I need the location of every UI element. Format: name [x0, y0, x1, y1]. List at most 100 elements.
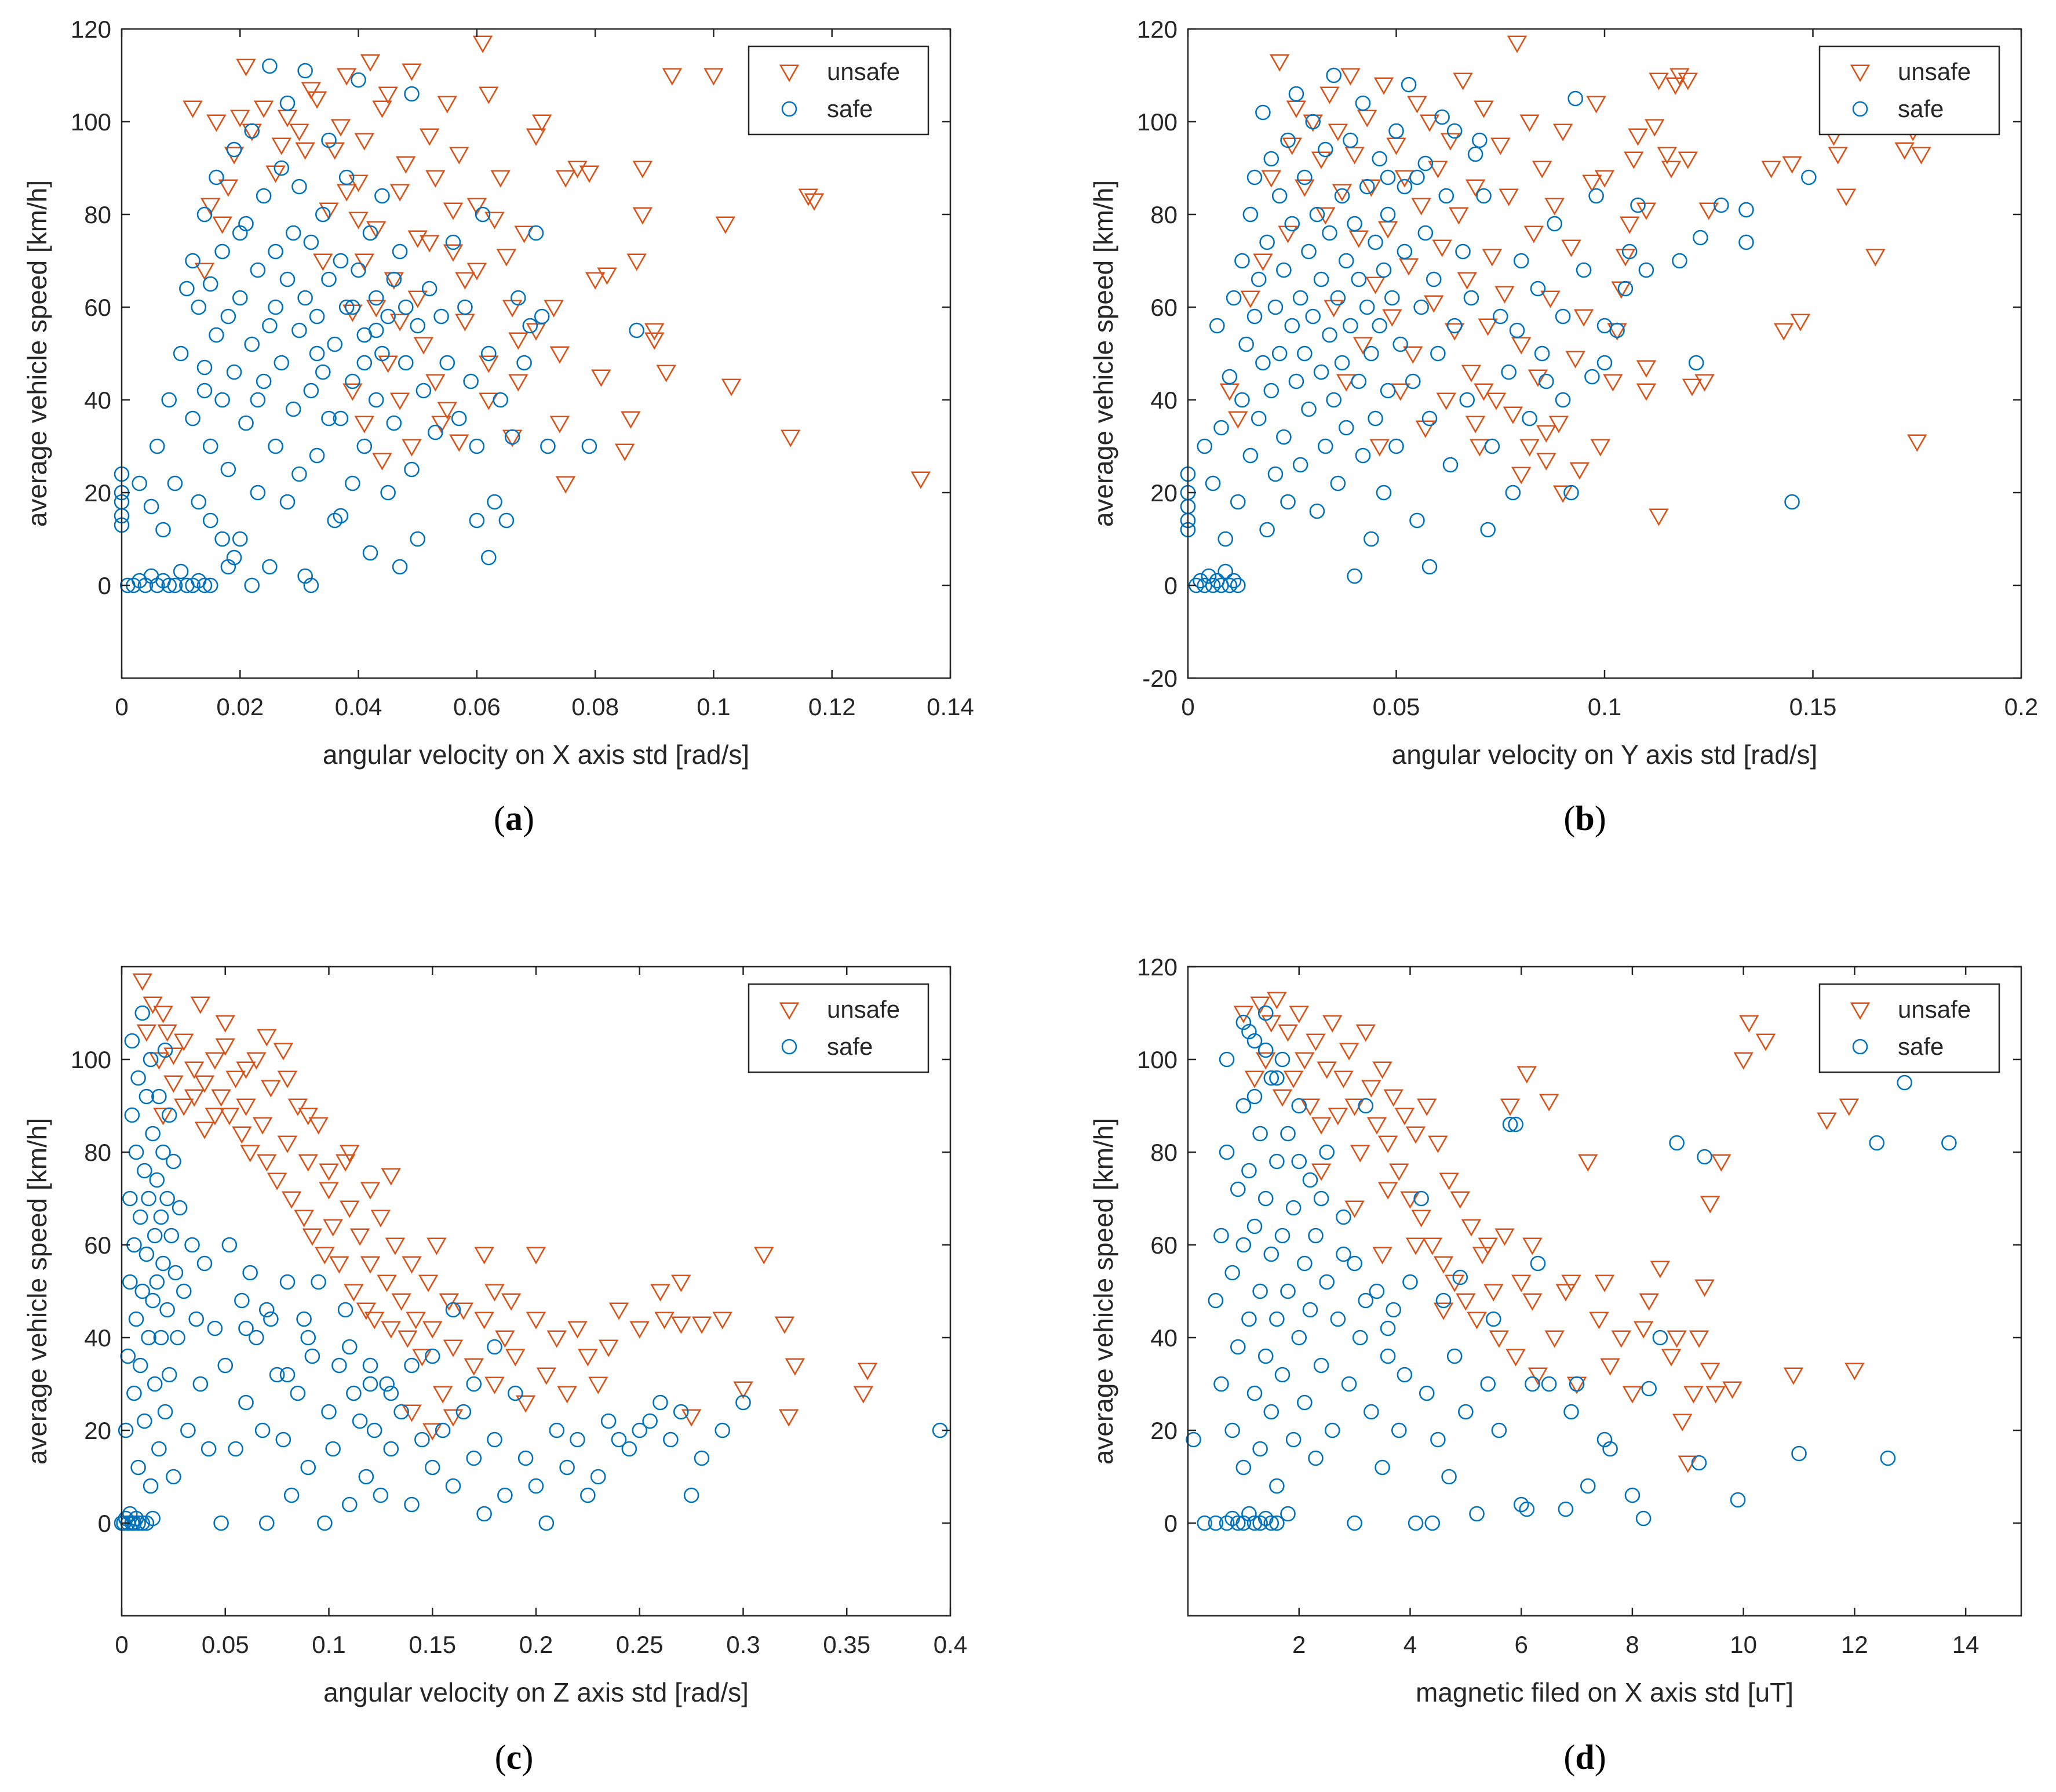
unsafe-point [1382, 309, 1402, 327]
safe-point [134, 1005, 151, 1021]
safe-point [192, 1376, 209, 1392]
safe-point [1285, 1432, 1302, 1448]
unsafe-point [360, 1182, 381, 1200]
y-tick-label: 100 [1137, 1046, 1178, 1073]
safe-point [352, 1413, 368, 1429]
unsafe-point [549, 416, 570, 434]
unsafe-point [1322, 1015, 1343, 1033]
unsafe-point [1517, 1066, 1537, 1084]
unsafe-point [163, 1047, 184, 1065]
unsafe-point [1624, 151, 1644, 169]
safe-point [185, 253, 201, 269]
safe-point [1380, 1320, 1396, 1336]
safe-point [1288, 86, 1304, 102]
legend-unsafe-marker [1850, 1002, 1871, 1020]
unsafe-point [455, 272, 475, 290]
safe-point [1252, 1441, 1268, 1457]
safe-point [428, 424, 443, 440]
unsafe-point [402, 63, 422, 81]
unsafe-point [163, 1075, 184, 1093]
unsafe-point [1844, 1363, 1865, 1381]
safe-point [356, 438, 373, 454]
x-tick-label: 0.04 [335, 693, 382, 720]
safe-point [321, 271, 337, 287]
unsafe-point [1828, 147, 1848, 165]
safe-point [138, 1246, 155, 1262]
unsafe-point [389, 392, 410, 410]
safe-point [1430, 1432, 1446, 1448]
safe-point [516, 355, 532, 371]
safe-point [570, 1432, 585, 1448]
unsafe-point [230, 110, 250, 128]
unsafe-point [396, 156, 416, 174]
unsafe-point [1528, 1367, 1548, 1385]
unsafe-point [277, 1070, 298, 1088]
unsafe-point [1507, 35, 1528, 53]
x-tick-label: 0.05 [1373, 693, 1420, 720]
unsafe-point [157, 1024, 177, 1042]
safe-point [1246, 169, 1263, 185]
safe-point [735, 1394, 751, 1411]
unsafe-point [715, 216, 736, 234]
safe-point [383, 1441, 399, 1457]
safe-point [410, 318, 426, 334]
unsafe-point [536, 1367, 557, 1385]
safe-point [1519, 1501, 1535, 1517]
unsafe-point [449, 434, 469, 452]
unsafe-point [381, 1168, 401, 1186]
unsafe-point [378, 355, 398, 373]
unsafe-point [774, 1316, 795, 1334]
safe-point [1224, 1422, 1240, 1438]
unsafe-point [1773, 323, 1794, 341]
safe-point [1446, 123, 1463, 139]
safe-point [300, 1459, 316, 1476]
x-axis-label: angular velocity on X axis std [rad/s] [323, 740, 749, 770]
unsafe-point [1494, 1228, 1515, 1246]
safe-point [1251, 410, 1267, 427]
safe-point [242, 1265, 258, 1281]
safe-point [188, 1311, 205, 1327]
safe-point [1222, 369, 1238, 385]
safe-point [180, 1422, 196, 1438]
x-tick-label: 6 [1515, 1631, 1528, 1658]
safe-point [1596, 355, 1613, 371]
safe-point [1576, 262, 1592, 278]
y-axis-label: average vehicle speed [km/h] [1088, 180, 1118, 527]
unsafe-point [1494, 286, 1515, 304]
safe-point [176, 1283, 192, 1299]
plot-area [1186, 992, 1957, 1531]
unsafe-point [273, 1043, 294, 1061]
x-tick-label: 0 [115, 1631, 128, 1658]
safe-point [1297, 1255, 1313, 1272]
unsafe-point [153, 1108, 173, 1126]
unsafe-point [1817, 1112, 1837, 1130]
unsafe-point [323, 1219, 343, 1237]
x-tick-label: 0.14 [927, 693, 974, 720]
unsafe-point [336, 184, 357, 202]
unsafe-point [1478, 1237, 1498, 1255]
safe-point [1446, 318, 1463, 334]
safe-point [296, 1311, 312, 1327]
unsafe-point [449, 147, 469, 165]
unsafe-point [349, 1228, 370, 1246]
unsafe-point [348, 174, 369, 192]
safe-point [1714, 197, 1729, 213]
safe-point [250, 485, 266, 501]
safe-point [1213, 1376, 1229, 1392]
safe-point [549, 1422, 565, 1438]
unsafe-point [1336, 374, 1357, 392]
safe-point [134, 1515, 151, 1531]
unsafe-point [1683, 1386, 1704, 1404]
safe-point [1205, 577, 1221, 593]
safe-point [262, 58, 278, 74]
safe-point [368, 322, 384, 338]
safe-point [1941, 1135, 1957, 1151]
safe-point [1280, 1283, 1296, 1299]
safe-point [1235, 1098, 1252, 1114]
safe-point [1421, 559, 1438, 575]
safe-point [285, 401, 301, 417]
safe-point [1263, 1246, 1279, 1262]
safe-point [258, 1302, 275, 1318]
unsafe-point [557, 1386, 577, 1404]
caption-d: (d) [1563, 1738, 1606, 1776]
